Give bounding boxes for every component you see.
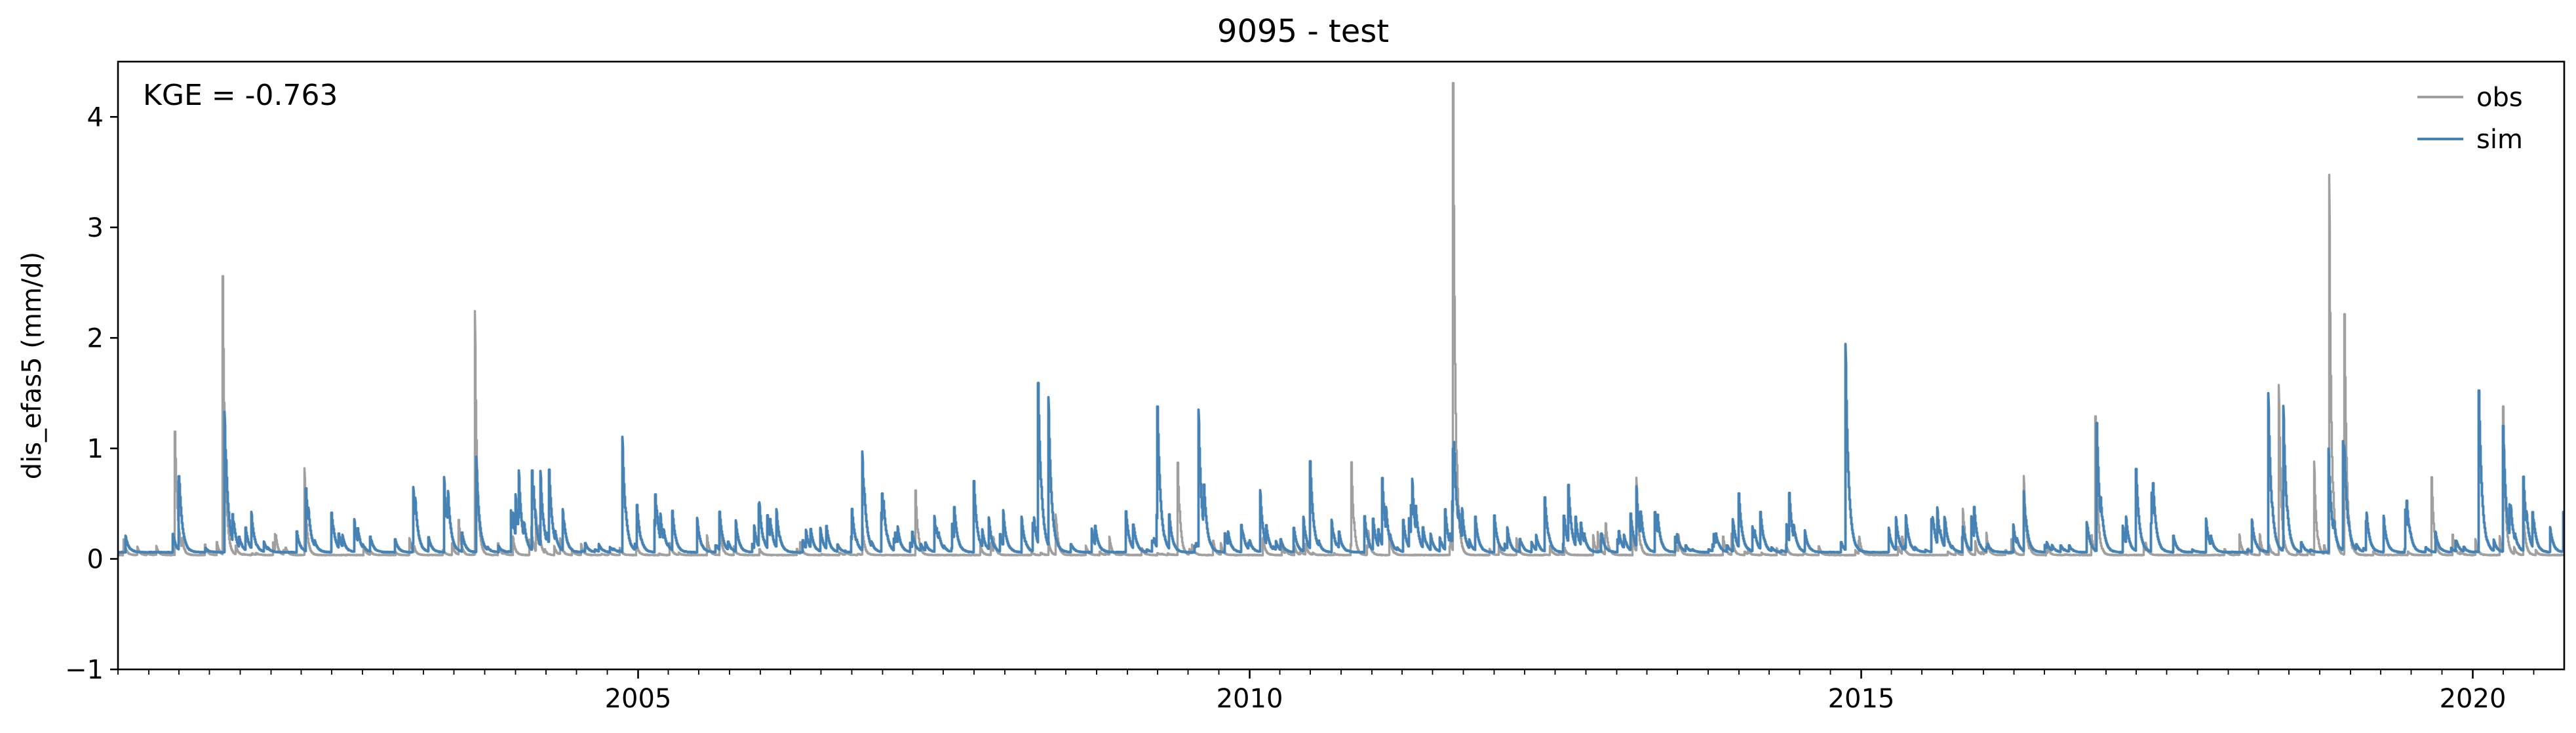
x-tick-label-3: 2020 [2440, 684, 2507, 714]
y-tick-label-1: 0 [87, 544, 104, 574]
chart-title: 9095 - test [1217, 13, 1389, 50]
legend-label-sim: sim [2476, 125, 2523, 155]
y-axis-label: dis_efas5 (mm/d) [17, 252, 47, 480]
kge-annotation: KGE = -0.763 [143, 79, 338, 112]
y-tick-label-0: −1 [65, 655, 104, 685]
y-tick-label-5: 4 [87, 102, 104, 132]
x-tick-label-0: 2005 [605, 684, 672, 714]
plot-area [118, 82, 2564, 557]
legend-label-obs: obs [2476, 83, 2523, 113]
y-tick-label-3: 2 [87, 323, 104, 353]
x-tick-label-2: 2015 [1828, 684, 1895, 714]
x-tick-label-1: 2010 [1217, 684, 1283, 714]
series-line-sim [118, 342, 2564, 554]
y-tick-label-2: 1 [87, 434, 104, 464]
series-line-obs [118, 82, 2564, 557]
legend: obs sim [2417, 83, 2523, 155]
y-tick-label-4: 3 [87, 213, 104, 243]
